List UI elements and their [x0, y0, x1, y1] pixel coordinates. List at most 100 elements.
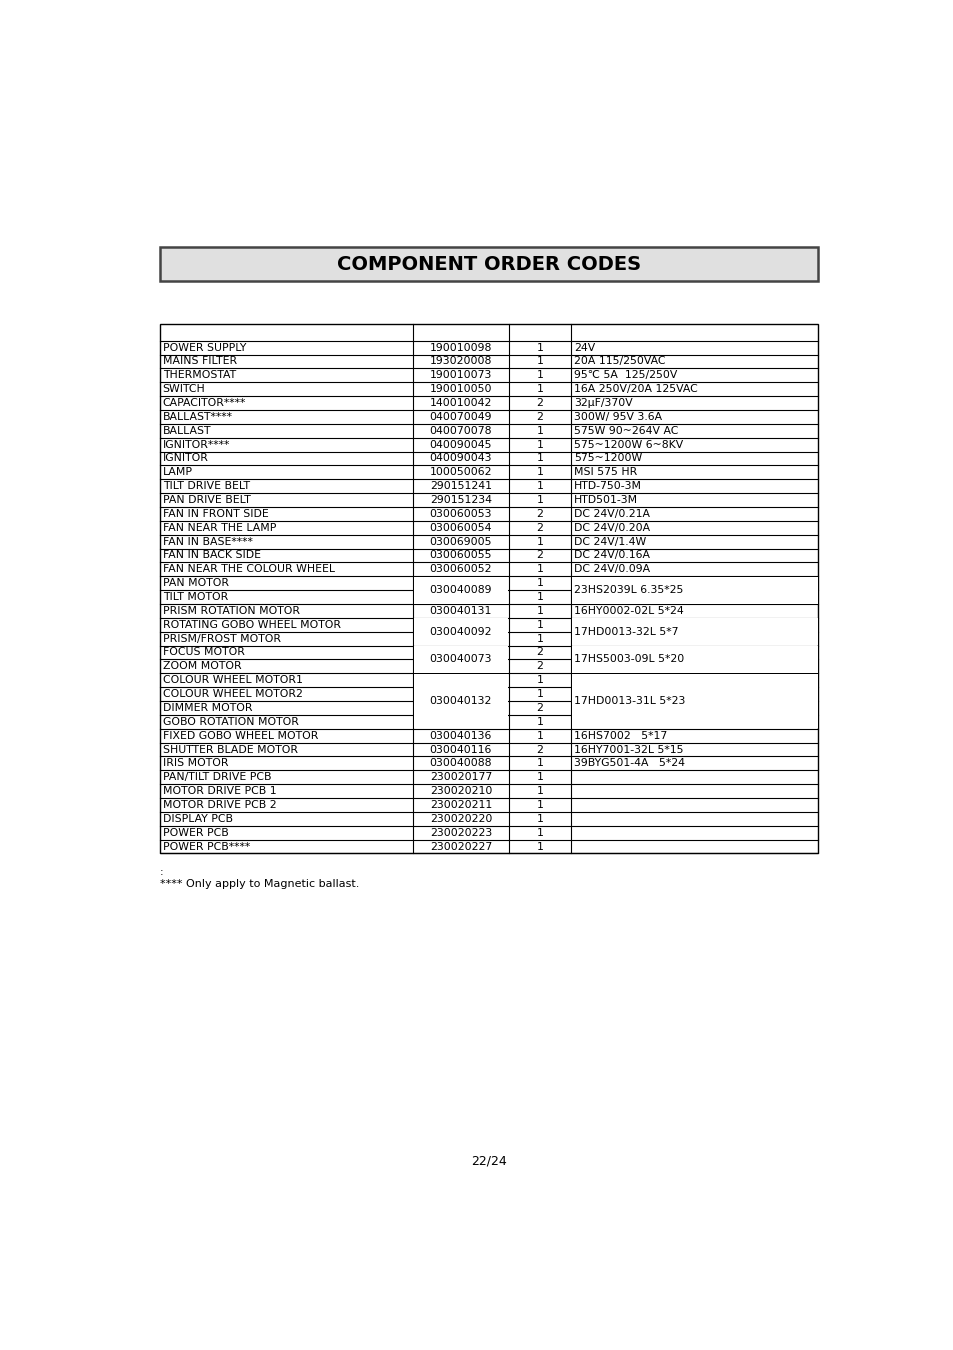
Text: 1: 1: [536, 801, 543, 810]
Text: PAN DRIVE BELT: PAN DRIVE BELT: [162, 495, 250, 505]
Text: 230020210: 230020210: [429, 786, 492, 796]
Text: 030040088: 030040088: [429, 759, 492, 768]
Bar: [571, 645, 817, 672]
Text: FAN IN BASE****: FAN IN BASE****: [162, 536, 253, 547]
Text: THERMOSTAT: THERMOSTAT: [162, 370, 235, 381]
Text: 1: 1: [536, 564, 543, 574]
Text: FOCUS MOTOR: FOCUS MOTOR: [162, 648, 244, 657]
Text: 030060054: 030060054: [429, 522, 492, 533]
Text: 16A 250V/20A 125VAC: 16A 250V/20A 125VAC: [574, 385, 698, 394]
Text: 2: 2: [536, 398, 543, 408]
Text: 1: 1: [536, 620, 543, 629]
Text: DC 24V/0.21A: DC 24V/0.21A: [574, 509, 650, 518]
Text: 2: 2: [536, 662, 543, 671]
Text: 1: 1: [536, 356, 543, 366]
Text: 1: 1: [536, 814, 543, 824]
Text: MOTOR DRIVE PCB 2: MOTOR DRIVE PCB 2: [162, 801, 276, 810]
Text: COLOUR WHEEL MOTOR2: COLOUR WHEEL MOTOR2: [162, 688, 302, 699]
Text: BALLAST****: BALLAST****: [162, 412, 233, 421]
Text: 030040132: 030040132: [429, 697, 492, 706]
Text: 39BYG501-4A   5*24: 39BYG501-4A 5*24: [574, 759, 684, 768]
Text: 17HS5003-09L 5*20: 17HS5003-09L 5*20: [574, 655, 684, 664]
Text: 2: 2: [536, 522, 543, 533]
Text: 575W 90~264V AC: 575W 90~264V AC: [574, 425, 678, 436]
Text: 1: 1: [536, 467, 543, 478]
Text: 1: 1: [536, 495, 543, 505]
Text: 040070049: 040070049: [429, 412, 492, 421]
Text: 22/24: 22/24: [471, 1156, 506, 1168]
Text: SWITCH: SWITCH: [162, 385, 205, 394]
Bar: [413, 674, 508, 729]
Text: 1: 1: [536, 730, 543, 741]
Bar: [571, 618, 817, 645]
Text: 16HY0002-02L 5*24: 16HY0002-02L 5*24: [574, 606, 683, 616]
Text: 190010098: 190010098: [429, 343, 492, 352]
Text: DC 24V/0.20A: DC 24V/0.20A: [574, 522, 650, 533]
Text: 575~1200W 6~8KV: 575~1200W 6~8KV: [574, 440, 683, 450]
Text: 1: 1: [536, 385, 543, 394]
Text: DISPLAY PCB: DISPLAY PCB: [162, 814, 233, 824]
Text: COLOUR WHEEL MOTOR1: COLOUR WHEEL MOTOR1: [162, 675, 302, 686]
Text: 030040092: 030040092: [429, 626, 492, 637]
Text: 16HY7001-32L 5*15: 16HY7001-32L 5*15: [574, 744, 683, 755]
Text: FIXED GOBO WHEEL MOTOR: FIXED GOBO WHEEL MOTOR: [162, 730, 317, 741]
Text: 030040116: 030040116: [429, 744, 492, 755]
Bar: [413, 576, 508, 603]
Text: :: :: [159, 867, 163, 878]
Text: 1: 1: [536, 481, 543, 491]
Text: PRISM ROTATION MOTOR: PRISM ROTATION MOTOR: [162, 606, 299, 616]
Bar: [413, 618, 508, 645]
Text: 1: 1: [536, 536, 543, 547]
Text: 230020220: 230020220: [429, 814, 492, 824]
Bar: [159, 247, 818, 281]
Text: 030060055: 030060055: [429, 551, 492, 560]
Text: POWER PCB****: POWER PCB****: [162, 841, 250, 852]
Text: IGNITOR: IGNITOR: [162, 454, 209, 463]
Text: DC 24V/0.16A: DC 24V/0.16A: [574, 551, 650, 560]
Bar: [571, 576, 817, 603]
Text: DIMMER MOTOR: DIMMER MOTOR: [162, 703, 252, 713]
Text: 1: 1: [536, 578, 543, 589]
Text: 32μF/370V: 32μF/370V: [574, 398, 633, 408]
Text: 17HD0013-31L 5*23: 17HD0013-31L 5*23: [574, 697, 685, 706]
Text: 140010042: 140010042: [429, 398, 492, 408]
Text: BALLAST: BALLAST: [162, 425, 211, 436]
Text: 030040073: 030040073: [429, 655, 492, 664]
Text: 1: 1: [536, 717, 543, 726]
Text: 95℃ 5A  125/250V: 95℃ 5A 125/250V: [574, 370, 677, 381]
Text: FAN NEAR THE LAMP: FAN NEAR THE LAMP: [162, 522, 275, 533]
Text: 23HS2039L 6.35*25: 23HS2039L 6.35*25: [574, 585, 683, 595]
Text: 1: 1: [536, 593, 543, 602]
Text: 230020177: 230020177: [430, 772, 492, 782]
Text: 230020223: 230020223: [430, 828, 492, 837]
Text: TILT MOTOR: TILT MOTOR: [162, 593, 228, 602]
Text: 2: 2: [536, 509, 543, 518]
Text: 040070078: 040070078: [429, 425, 492, 436]
Text: 1: 1: [536, 786, 543, 796]
Text: CAPACITOR****: CAPACITOR****: [162, 398, 246, 408]
Text: DC 24V/0.09A: DC 24V/0.09A: [574, 564, 650, 574]
Text: 300W/ 95V 3.6A: 300W/ 95V 3.6A: [574, 412, 661, 421]
Text: 2: 2: [536, 648, 543, 657]
Text: 030040089: 030040089: [429, 585, 492, 595]
Text: MAINS FILTER: MAINS FILTER: [162, 356, 236, 366]
Text: 1: 1: [536, 454, 543, 463]
Text: 16HS7002   5*17: 16HS7002 5*17: [574, 730, 667, 741]
Text: GOBO ROTATION MOTOR: GOBO ROTATION MOTOR: [162, 717, 298, 726]
Text: COMPONENT ORDER CODES: COMPONENT ORDER CODES: [336, 255, 640, 274]
Text: 030060053: 030060053: [429, 509, 492, 518]
Text: 1: 1: [536, 759, 543, 768]
Text: SHUTTER BLADE MOTOR: SHUTTER BLADE MOTOR: [162, 744, 297, 755]
Text: 17HD0013-32L 5*7: 17HD0013-32L 5*7: [574, 626, 679, 637]
Text: 2: 2: [536, 703, 543, 713]
Text: 2: 2: [536, 744, 543, 755]
Text: 1: 1: [536, 633, 543, 644]
Text: 24V: 24V: [574, 343, 595, 352]
Text: 040090045: 040090045: [429, 440, 492, 450]
Text: 290151234: 290151234: [430, 495, 492, 505]
Bar: [413, 645, 508, 672]
Text: 230020227: 230020227: [430, 841, 492, 852]
Text: 1: 1: [536, 675, 543, 686]
Text: 190010050: 190010050: [429, 385, 492, 394]
Text: POWER SUPPLY: POWER SUPPLY: [162, 343, 246, 352]
